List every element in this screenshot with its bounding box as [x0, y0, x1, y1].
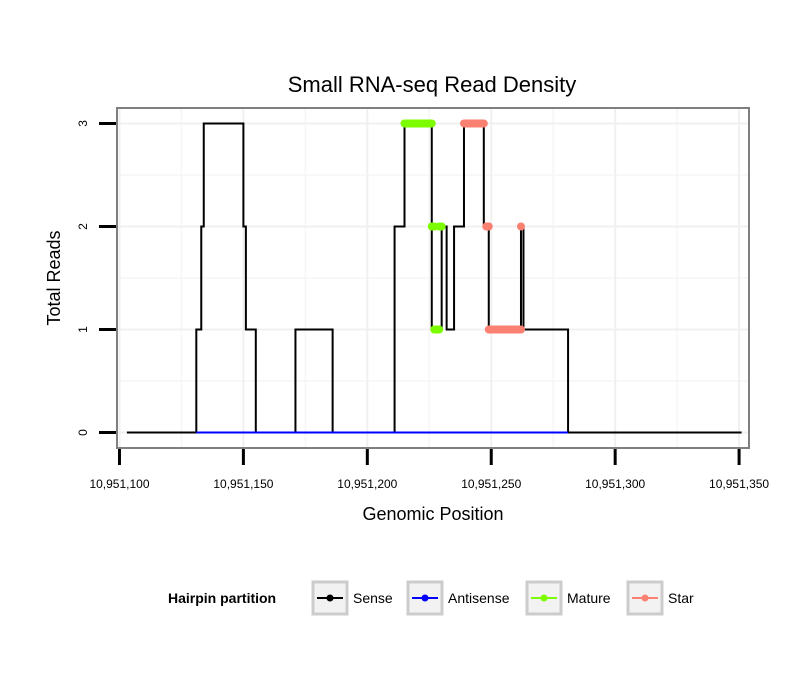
y-tick-label: 2: [76, 223, 90, 230]
x-tick-label: 10,951,100: [89, 477, 149, 491]
x-tick-label: 10,951,200: [337, 477, 397, 491]
legend-label-mature: Mature: [567, 590, 611, 606]
legend-key-point-star: [641, 594, 649, 602]
x-tick-label: 10,951,150: [213, 477, 273, 491]
y-tick-label: 3: [76, 120, 90, 127]
x-axis: 10,951,100 10,951,150 10,951,200 10,951,250…: [89, 449, 769, 491]
plot-panel: [116, 107, 750, 449]
legend-key-point-antisense: [421, 594, 429, 602]
x-tick-label: 10,951,300: [585, 477, 645, 491]
x-tick-label: 10,951,350: [709, 477, 769, 491]
y-tick-label: 1: [76, 326, 90, 333]
legend-label-star: Star: [668, 590, 694, 606]
panel-border: [116, 107, 750, 449]
x-axis-title: Genomic Position: [362, 504, 503, 524]
legend-key-point-mature: [540, 594, 548, 602]
chart-title: Small RNA-seq Read Density: [288, 72, 577, 97]
y-axis-title: Total Reads: [44, 230, 64, 325]
legend-key-point-sense: [326, 594, 334, 602]
legend-label-sense: Sense: [353, 590, 393, 606]
legend-title: Hairpin partition: [168, 590, 276, 606]
y-axis: 0 1 2 3: [76, 120, 116, 436]
legend-label-antisense: Antisense: [448, 590, 510, 606]
legend: Hairpin partition Sense Antisense Mature Sta…: [168, 580, 694, 616]
x-tick-label: 10,951,250: [461, 477, 521, 491]
y-tick-label: 0: [76, 429, 90, 436]
